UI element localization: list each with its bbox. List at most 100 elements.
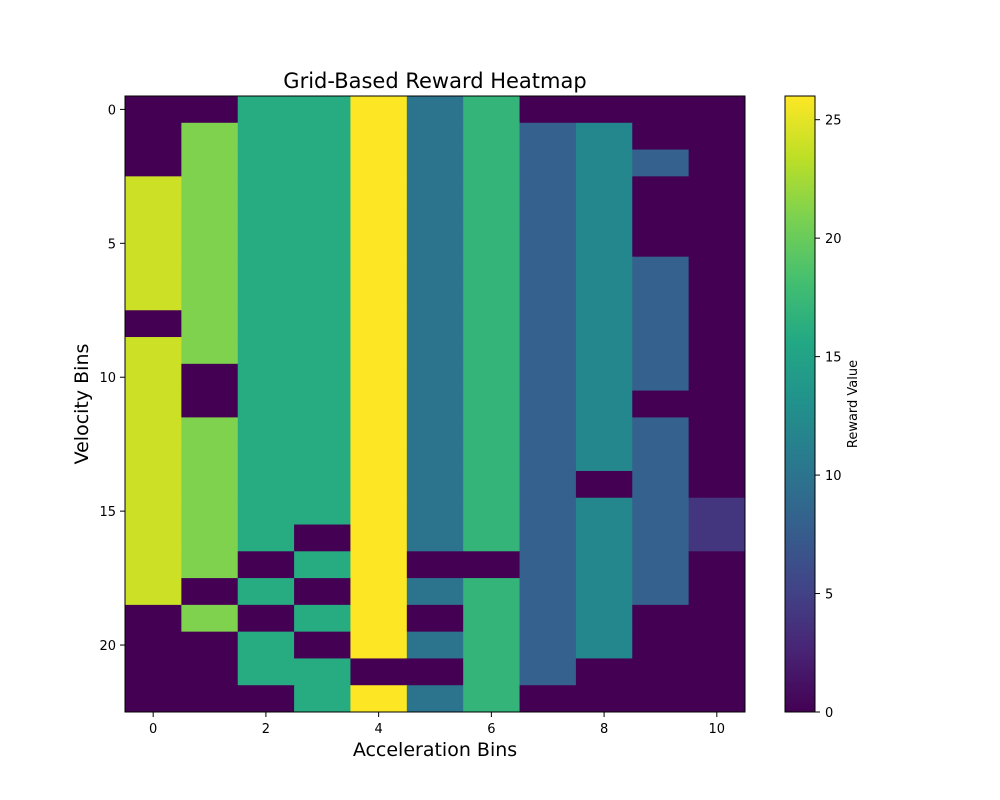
heatmap-cell	[688, 524, 746, 552]
heatmap-cell	[237, 203, 295, 231]
heatmap-cell	[181, 658, 239, 686]
heatmap-cell	[237, 631, 295, 659]
heatmap-cell	[237, 524, 295, 552]
heatmap-cell	[181, 229, 239, 258]
heatmap-cell	[463, 578, 521, 606]
heatmap-cell	[688, 203, 746, 231]
heatmap-cell	[406, 470, 464, 499]
heatmap-cell	[463, 122, 521, 151]
heatmap-cell	[294, 578, 351, 606]
heatmap-cell	[463, 390, 521, 418]
heatmap-cell	[463, 203, 521, 231]
heatmap-cell	[519, 470, 577, 499]
heatmap-cell	[632, 578, 690, 606]
heatmap-cell	[406, 229, 464, 258]
heatmap-cell	[125, 203, 182, 231]
colorbar-label: Reward Value	[846, 360, 861, 448]
heatmap-cell	[632, 551, 690, 579]
heatmap-cell	[406, 149, 464, 177]
heatmap-cell	[294, 176, 351, 204]
x-axis-label: Acceleration Bins	[353, 739, 517, 761]
heatmap-cell	[294, 685, 351, 713]
heatmap-cell	[181, 497, 239, 526]
heatmap-cell	[575, 176, 633, 204]
heatmap-cell	[406, 310, 464, 338]
heatmap-cell	[519, 229, 577, 258]
heatmap-cell	[519, 203, 577, 231]
heatmap-cell	[294, 229, 351, 258]
heatmap-cell	[125, 470, 182, 499]
heatmap-cell	[181, 363, 239, 392]
heatmap-cell	[237, 363, 295, 392]
heatmap-cell	[125, 631, 182, 659]
heatmap-cell	[575, 604, 633, 633]
heatmap-cell	[519, 658, 577, 686]
heatmap-cell	[519, 96, 577, 124]
heatmap-cell	[125, 283, 182, 311]
heatmap-cell	[181, 470, 239, 499]
heatmap-cell	[519, 551, 577, 579]
y-tick-label: 15	[99, 505, 116, 520]
heatmap-cell	[237, 417, 295, 445]
heatmap-cell	[125, 96, 182, 124]
heatmap-cell	[575, 685, 633, 713]
colorbar-frame	[784, 95, 816, 713]
heatmap-cell	[181, 310, 239, 338]
y-axis-ticks: 0 5 10 15 20	[99, 103, 125, 654]
heatmap-cell	[463, 310, 521, 338]
colorbar-tick-label: 10	[825, 469, 842, 484]
heatmap-cell	[237, 229, 295, 258]
heatmap-cell	[181, 149, 239, 177]
heatmap-cell	[575, 444, 633, 472]
heatmap-cell	[406, 444, 464, 472]
heatmap-cell	[350, 203, 408, 231]
heatmap-cell	[519, 176, 577, 204]
heatmap-cell	[181, 337, 239, 365]
heatmap-cell	[463, 363, 521, 392]
heatmap-cell	[519, 363, 577, 392]
heatmap-cell	[632, 149, 690, 177]
heatmap-cell	[519, 604, 577, 633]
heatmap-cell	[688, 256, 746, 284]
heatmap-cell	[350, 337, 408, 365]
heatmap-cell	[237, 283, 295, 311]
heatmap-cell	[237, 310, 295, 338]
heatmap-cell	[463, 337, 521, 365]
x-tick-label: 10	[709, 722, 726, 737]
heatmap-cell	[406, 658, 464, 686]
heatmap-cell	[181, 524, 239, 552]
heatmap-cell	[350, 658, 408, 686]
heatmap-cell	[575, 256, 633, 284]
heatmap-cell	[688, 310, 746, 338]
heatmap-cell	[632, 256, 690, 284]
heatmap-cell	[406, 551, 464, 579]
heatmap-cell	[406, 283, 464, 311]
heatmap-cells	[125, 96, 746, 713]
heatmap-cell	[632, 283, 690, 311]
heatmap-cell	[237, 685, 295, 713]
heatmap-cell	[406, 96, 464, 124]
heatmap-cell	[350, 631, 408, 659]
heatmap-cell	[632, 96, 690, 124]
y-tick-label: 20	[99, 639, 116, 654]
heatmap-cell	[575, 390, 633, 418]
chart-title: Grid-Based Reward Heatmap	[283, 69, 586, 93]
heatmap-cell	[688, 417, 746, 445]
x-tick-label: 2	[262, 722, 270, 737]
heatmap-cell	[632, 363, 690, 392]
heatmap-cell	[125, 310, 182, 338]
heatmap-cell	[237, 337, 295, 365]
heatmap-cell	[294, 470, 351, 499]
heatmap-cell	[181, 417, 239, 445]
heatmap-cell	[294, 337, 351, 365]
heatmap-cell	[463, 149, 521, 177]
heatmap-cell	[632, 631, 690, 659]
heatmap-cell	[632, 310, 690, 338]
heatmap-cell	[350, 229, 408, 258]
heatmap-cell	[125, 176, 182, 204]
heatmap-cell	[632, 444, 690, 472]
heatmap-cell	[688, 149, 746, 177]
heatmap-cell	[125, 363, 182, 392]
heatmap-cell	[688, 604, 746, 633]
